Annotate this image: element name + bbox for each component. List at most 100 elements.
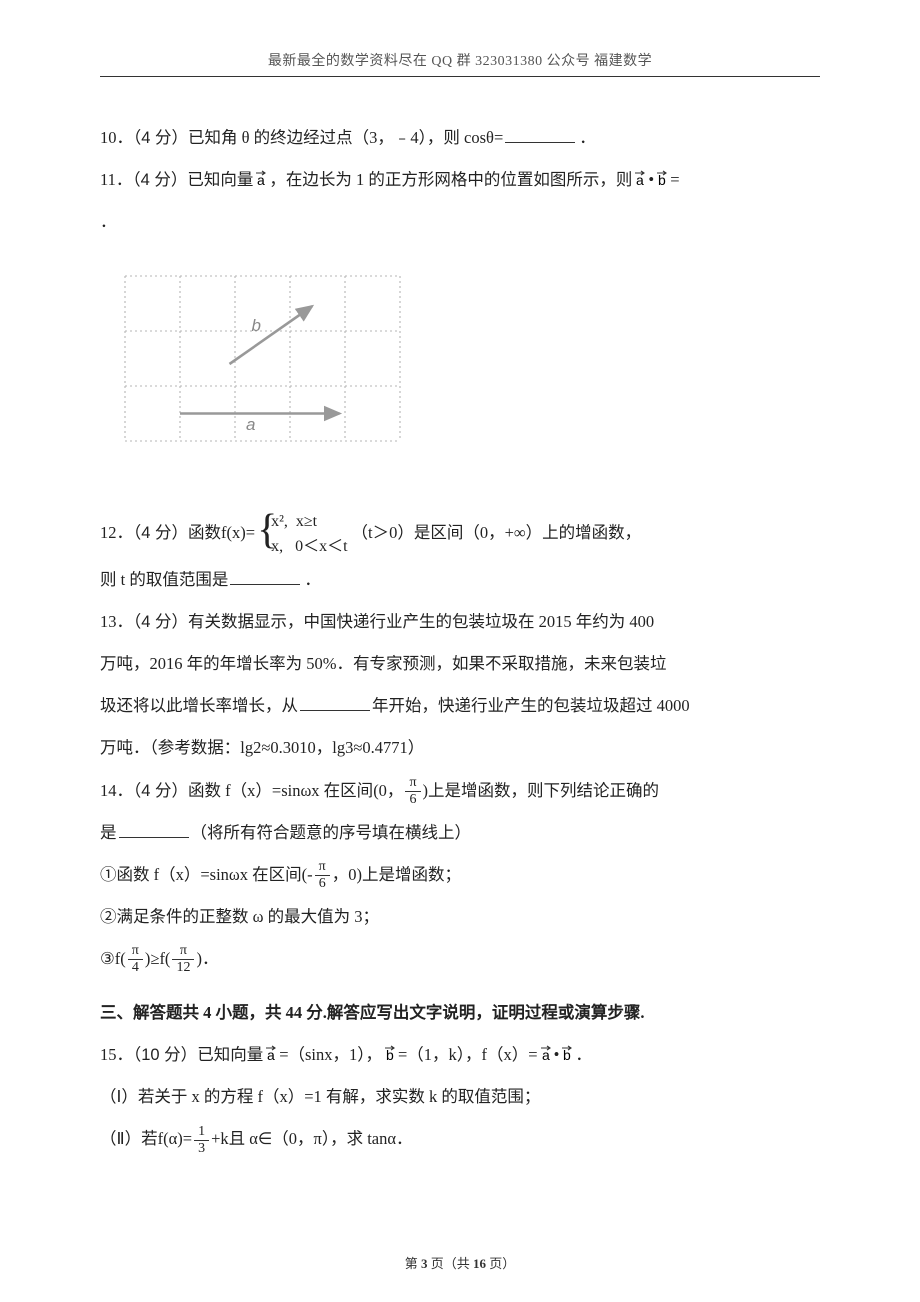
question-10: 10．（4 分）已知角 θ 的终边经过点（3，﹣4），则 cosθ= ． (100, 117, 820, 159)
opt1-close: ，0) (332, 865, 362, 884)
q14-mid: 上是增函数，则下列结论正确的 (428, 781, 659, 800)
q14-opt3: ③f(π4)≥f(π12)． (100, 938, 820, 980)
footer-before: 第 (405, 1256, 421, 1271)
part1-text: 若关于 x 的方程 f（x）=1 有解，求实数 k 的取值范围； (138, 1087, 541, 1106)
q14-prefix: 函数 f（x）=sinωx 在区间 (188, 781, 373, 800)
q11-period-line: ． (100, 201, 820, 243)
page-footer: 第 3 页（共 16 页） (0, 1253, 920, 1272)
q13-line2: 万吨，2016 年的年增长率为 50%．有专家预测，如果不采取措施，未来包装垃 (100, 643, 820, 685)
q12-tail: （t＞0）是区间（0，+∞）上的增函数， (352, 523, 642, 542)
q13-number: 13． (100, 612, 133, 631)
frac-den: 6 (405, 792, 420, 808)
svg-text:b: b (386, 1047, 394, 1063)
q14-line2-after: （将所有符合题意的序号填在横线上） (191, 823, 472, 842)
opt1-prefix: ①函数 f（x）=sinωx 在区间 (100, 865, 302, 884)
vector-a-icon: a (538, 1034, 554, 1076)
header-rule (100, 76, 820, 77)
frac-den: 6 (315, 876, 330, 892)
svg-text:a: a (636, 172, 644, 188)
opt1-open: (- (302, 865, 313, 884)
section-3-title: 三、解答题共 4 小题，共 44 分.解答应写出文字说明，证明过程或演算步骤. (100, 992, 820, 1034)
blank (505, 141, 575, 143)
frac-num: 1 (194, 1124, 209, 1141)
fraction-1-3: 13 (194, 1124, 209, 1157)
blank (230, 583, 300, 585)
question-15: 15．（10 分）已知向量a=（sinx，1），b=（1，k），f（x）=a•b… (100, 1034, 820, 1076)
q15-part1: （Ⅰ）若关于 x 的方程 f（x）=1 有解，求实数 k 的取值范围； (100, 1076, 820, 1118)
fraction-pi-4: π4 (128, 943, 143, 976)
q15-period: ． (575, 1045, 592, 1064)
q10-points: （4 分） (133, 129, 188, 147)
frac-den: 3 (194, 1141, 209, 1157)
vector-a-icon: a (632, 159, 648, 201)
frac-num: π (128, 943, 143, 960)
question-12: 12．（4 分）函数f(x)= { x², x≥t x, 0＜x＜t （t＞0）… (100, 509, 820, 559)
vector-b-icon: b (382, 1034, 398, 1076)
blank (119, 836, 189, 838)
q11-prefix: 已知向量 (187, 170, 253, 189)
question-14: 14．（4 分）函数 f（x）=sinωx 在区间(0，π6)上是增函数，则下列… (100, 770, 820, 812)
q10-number: 10． (100, 128, 133, 147)
part2-prefix: 若 (141, 1129, 158, 1148)
frac-num: π (405, 775, 420, 792)
q11-number: 11． (100, 170, 132, 189)
part2-label: （Ⅱ） (100, 1129, 141, 1148)
footer-after: 页） (486, 1256, 515, 1271)
q12-prefix: 函数 (188, 523, 221, 542)
opt3-prefix: ③ (100, 949, 115, 968)
svg-text:b: b (658, 172, 666, 188)
q13-line3: 圾还将以此增长率增长，从年开始，快递行业产生的包装垃圾超过 4000 (100, 685, 820, 727)
blank (300, 709, 370, 711)
interval-open: (0， (373, 781, 403, 800)
part1-label: （Ⅰ） (100, 1087, 138, 1106)
q15-b-eq: =（1，k），f（x）= (398, 1045, 538, 1064)
q14-opt1: ①函数 f（x）=sinωx 在区间(-π6，0)上是增函数； (100, 854, 820, 896)
vector-grid-diagram: ab (100, 251, 440, 491)
vector-a-icon: a (263, 1034, 279, 1076)
q11-period: ． (100, 212, 117, 231)
q12-tail-after: 则 t 的取值范围是 (100, 570, 228, 589)
svg-text:a: a (246, 415, 255, 434)
opt3-period: ． (202, 949, 219, 968)
vector-b-icon: b (559, 1034, 575, 1076)
fraction-pi-6: π6 (405, 775, 420, 808)
opt1-tail: 上是增函数； (362, 865, 461, 884)
f-open: f( (115, 949, 126, 968)
footer-total: 16 (473, 1256, 486, 1271)
svg-text:a: a (257, 172, 265, 188)
q11-mid: ，在边长为 1 的正方形网格中的位置如图所示，则 (269, 170, 632, 189)
footer-mid: 页（共 (427, 1256, 473, 1271)
frac-den: 4 (128, 960, 143, 976)
q14-line2-before: 是 (100, 823, 117, 842)
q13-line4: 万吨．（参考数据：lg2≈0.3010，lg3≈0.4771） (100, 727, 820, 769)
page-header: 最新最全的数学资料尽在 QQ 群 323031380 公众号 福建数学 (100, 50, 820, 70)
vector-b-icon: b (654, 159, 670, 201)
q15-a-eq: =（sinx，1）， (279, 1045, 382, 1064)
vector-a-icon: a (253, 159, 269, 201)
q10-text: 已知角 θ 的终边经过点（3，﹣4），则 cosθ= (188, 128, 503, 147)
q15-prefix: 已知向量 (197, 1045, 263, 1064)
q14-points: （4 分） (133, 782, 188, 800)
q12-line2: 则 t 的取值范围是 ． (100, 559, 820, 601)
svg-text:a: a (542, 1047, 550, 1063)
q12-fx: f(x)= (221, 523, 255, 542)
q14-number: 14． (100, 781, 133, 800)
and-text: 且 α∈（0，π），求 tanα． (229, 1129, 413, 1148)
question-13: 13．（4 分）有关数据显示，中国快递行业产生的包装垃圾在 2015 年约为 4… (100, 601, 820, 643)
question-11: 11．（4 分）已知向量a，在边长为 1 的正方形网格中的位置如图所示，则a•b… (100, 159, 820, 201)
q14-opt2: ②满足条件的正整数 ω 的最大值为 3； (100, 896, 820, 938)
q13-line3-before: 圾还将以此增长率增长，从 (100, 696, 298, 715)
q12-piece1-cond: x≥t (296, 513, 317, 530)
plus-k: +k (211, 1129, 229, 1148)
q12-piece2-cond: 0＜x＜t (295, 538, 347, 555)
q11-points: （4 分） (132, 171, 187, 189)
f-open: f( (159, 949, 170, 968)
q14-line2: 是 （将所有符合题意的序号填在横线上） (100, 812, 820, 854)
f-alpha-open: f(α)= (158, 1129, 192, 1148)
q12-number: 12． (100, 523, 133, 542)
q13-line1a: 有关数据显示，中国快递行业产生的包装垃圾在 2015 年约为 400 (188, 612, 654, 631)
q12-period: ． (304, 570, 321, 589)
frac-num: π (172, 943, 194, 960)
q10-period: ． (579, 128, 596, 147)
q15-number: 15． (100, 1045, 133, 1064)
